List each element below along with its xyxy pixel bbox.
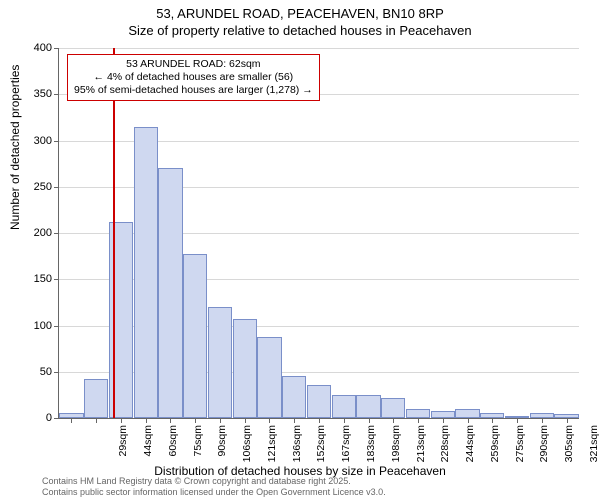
ytick-label: 150 <box>12 273 52 285</box>
xtick-label: 259sqm <box>489 425 501 475</box>
xtick-label: 167sqm <box>340 425 352 475</box>
xtick-mark <box>542 418 543 423</box>
xtick-mark <box>567 418 568 423</box>
xtick-label: 244sqm <box>464 425 476 475</box>
xtick-label: 198sqm <box>390 425 402 475</box>
ytick-mark <box>54 279 59 280</box>
ytick-label: 350 <box>12 88 52 100</box>
xtick-label: 321sqm <box>588 425 600 475</box>
ytick-label: 100 <box>12 320 52 332</box>
chart-title: 53, ARUNDEL ROAD, PEACEHAVEN, BN10 8RP S… <box>0 0 600 40</box>
ytick-mark <box>54 233 59 234</box>
histogram-bar <box>134 127 158 418</box>
ytick-mark <box>54 326 59 327</box>
title-line2: Size of property relative to detached ho… <box>128 23 471 38</box>
xtick-mark <box>269 418 270 423</box>
xtick-mark <box>517 418 518 423</box>
annot-line3: 95% of semi-detached houses are larger (… <box>74 84 313 96</box>
xtick-label: 213sqm <box>415 425 427 475</box>
ytick-label: 50 <box>12 366 52 378</box>
histogram-bar <box>233 319 257 418</box>
histogram-bar <box>406 409 430 418</box>
xtick-label: 121sqm <box>266 425 278 475</box>
xtick-mark <box>245 418 246 423</box>
xtick-mark <box>121 418 122 423</box>
xtick-mark <box>319 418 320 423</box>
ytick-mark <box>54 418 59 419</box>
xtick-mark <box>492 418 493 423</box>
xtick-label: 136sqm <box>291 425 303 475</box>
ytick-mark <box>54 141 59 142</box>
histogram-bar <box>208 307 232 418</box>
xtick-mark <box>443 418 444 423</box>
xtick-mark <box>146 418 147 423</box>
histogram-bar <box>158 168 182 418</box>
xtick-mark <box>393 418 394 423</box>
footer-line2: Contains public sector information licen… <box>42 487 386 497</box>
histogram-bar <box>84 379 108 418</box>
xtick-label: 75sqm <box>192 425 204 475</box>
xtick-mark <box>344 418 345 423</box>
xtick-label: 90sqm <box>216 425 228 475</box>
xtick-label: 106sqm <box>241 425 253 475</box>
histogram-bar <box>257 337 281 418</box>
xtick-label: 29sqm <box>117 425 129 475</box>
annot-line1: 53 ARUNDEL ROAD: 62sqm <box>126 58 260 70</box>
ytick-mark <box>54 94 59 95</box>
attribution-footer: Contains HM Land Registry data © Crown c… <box>42 476 386 498</box>
ytick-mark <box>54 48 59 49</box>
histogram-bar <box>183 254 207 418</box>
xtick-label: 275sqm <box>514 425 526 475</box>
ytick-label: 400 <box>12 42 52 54</box>
xtick-mark <box>96 418 97 423</box>
chart-container: 53, ARUNDEL ROAD, PEACEHAVEN, BN10 8RP S… <box>0 0 600 500</box>
ytick-label: 0 <box>12 412 52 424</box>
xtick-mark <box>294 418 295 423</box>
plot-area: 53 ARUNDEL ROAD: 62sqm ← 4% of detached … <box>58 48 579 419</box>
histogram-bar <box>431 411 455 418</box>
ytick-label: 300 <box>12 135 52 147</box>
xtick-label: 152sqm <box>315 425 327 475</box>
ytick-mark <box>54 372 59 373</box>
xtick-mark <box>220 418 221 423</box>
xtick-mark <box>369 418 370 423</box>
ytick-label: 200 <box>12 227 52 239</box>
title-line1: 53, ARUNDEL ROAD, PEACEHAVEN, BN10 8RP <box>156 6 444 21</box>
annotation-box: 53 ARUNDEL ROAD: 62sqm ← 4% of detached … <box>67 54 320 101</box>
footer-line1: Contains HM Land Registry data © Crown c… <box>42 476 351 486</box>
property-marker-line <box>113 48 115 418</box>
histogram-bar <box>332 395 356 418</box>
xtick-label: 305sqm <box>563 425 575 475</box>
xtick-mark <box>468 418 469 423</box>
xtick-mark <box>195 418 196 423</box>
histogram-bar <box>307 385 331 418</box>
annot-line2: ← 4% of detached houses are smaller (56) <box>94 71 294 83</box>
xtick-label: 183sqm <box>365 425 377 475</box>
histogram-bar <box>356 395 380 418</box>
xtick-mark <box>418 418 419 423</box>
histogram-bar <box>282 376 306 418</box>
xtick-mark <box>71 418 72 423</box>
histogram-bar <box>455 409 479 418</box>
xtick-label: 228sqm <box>439 425 451 475</box>
xtick-label: 44sqm <box>142 425 154 475</box>
histogram-bar <box>381 398 405 418</box>
ytick-mark <box>54 187 59 188</box>
xtick-label: 60sqm <box>167 425 179 475</box>
xtick-label: 290sqm <box>538 425 550 475</box>
xtick-mark <box>170 418 171 423</box>
histogram-bar <box>109 222 133 418</box>
ytick-label: 250 <box>12 181 52 193</box>
gridline <box>59 48 579 49</box>
